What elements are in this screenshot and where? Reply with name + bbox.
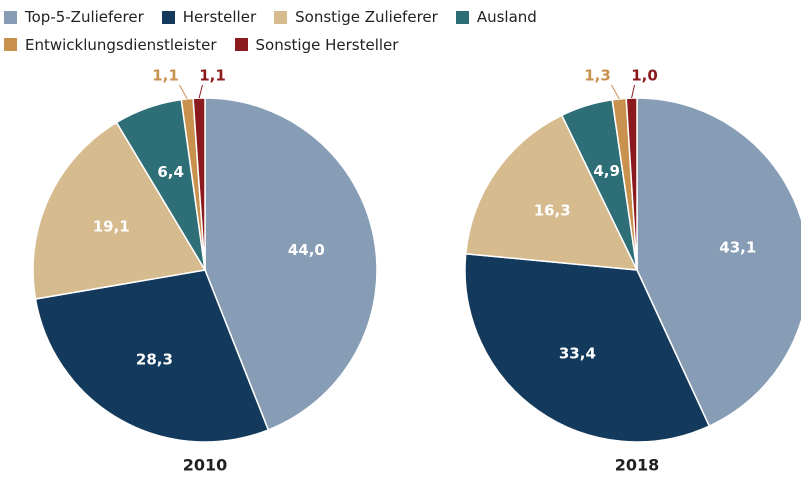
- value-label: 44,0: [288, 241, 325, 259]
- legend-swatch: [161, 10, 175, 24]
- value-label: 4,9: [593, 162, 620, 180]
- pie-slice: [34, 269, 270, 443]
- legend-label: Ausland: [476, 8, 537, 26]
- chart-title: 2010: [183, 456, 228, 475]
- legend-label: Sonstige Hersteller: [255, 35, 399, 54]
- value-label: 19,1: [93, 217, 130, 235]
- pie-slice: [464, 114, 639, 271]
- value-label: 1,0: [631, 67, 658, 85]
- leader-line: [179, 84, 188, 100]
- legend-item: Top-5-Zulieferer: [4, 4, 144, 30]
- legend-label: Sonstige Zulieferer: [295, 8, 438, 26]
- leader-line: [611, 84, 620, 100]
- leader-line: [631, 84, 635, 99]
- legend-swatch: [455, 10, 469, 24]
- chart-title: 2018: [615, 456, 660, 475]
- pie-slice: [464, 252, 711, 443]
- pie-slice: [204, 97, 378, 431]
- value-label: 33,4: [559, 345, 596, 363]
- legend-item: Entwicklungsdienstleister: [4, 32, 217, 58]
- legend-swatch: [274, 10, 288, 24]
- value-label: 1,1: [152, 67, 179, 85]
- value-label: 1,3: [584, 67, 611, 85]
- legend-item: Sonstige Hersteller: [234, 32, 399, 58]
- legend-item: Ausland: [455, 4, 537, 30]
- value-label: 1,1: [199, 67, 226, 85]
- legend: Top-5-Zulieferer Hersteller Sonstige Zulie…: [4, 4, 704, 59]
- legend-item: Sonstige Zulieferer: [274, 4, 438, 30]
- legend-swatch: [4, 38, 17, 51]
- legend-item: Hersteller: [161, 4, 257, 30]
- value-label: 6,4: [157, 163, 184, 181]
- pie-slice: [636, 97, 801, 428]
- value-label: 43,1: [719, 238, 756, 256]
- legend-label: Top-5-Zulieferer: [25, 8, 144, 26]
- leader-line: [198, 84, 203, 99]
- legend-swatch: [4, 10, 17, 24]
- legend-swatch: [234, 38, 248, 51]
- value-label: 28,3: [136, 350, 173, 368]
- value-label: 16,3: [534, 202, 571, 220]
- pie-slice: [32, 121, 207, 300]
- legend-label: Hersteller: [182, 8, 257, 26]
- legend-label: Entwicklungsdienstleister: [25, 35, 217, 54]
